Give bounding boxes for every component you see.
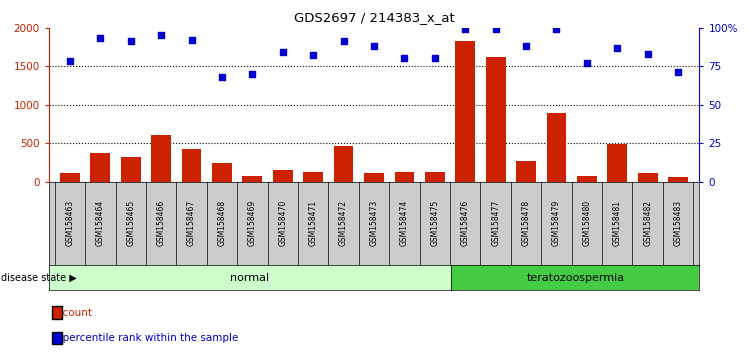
Point	[307, 52, 319, 58]
Text: normal: normal	[230, 273, 269, 282]
Text: GSM158476: GSM158476	[461, 200, 470, 246]
Text: GSM158477: GSM158477	[491, 200, 500, 246]
Bar	[577, 176, 597, 182]
Bar	[456, 41, 475, 182]
Text: disease state ▶: disease state ▶	[1, 273, 77, 282]
Text: GSM158478: GSM158478	[521, 200, 530, 246]
Point	[459, 26, 471, 32]
Point	[672, 69, 684, 75]
Point	[551, 26, 562, 32]
Bar	[303, 172, 323, 182]
Bar	[242, 176, 263, 182]
Bar	[334, 146, 354, 182]
Text: GSM158463: GSM158463	[65, 200, 74, 246]
Text: count: count	[56, 308, 92, 318]
Text: GSM158481: GSM158481	[613, 200, 622, 246]
Point	[642, 51, 654, 57]
Point	[155, 33, 167, 38]
Text: GSM158474: GSM158474	[400, 200, 409, 246]
Bar	[516, 161, 536, 182]
Point	[337, 39, 349, 44]
Point	[490, 26, 502, 32]
Bar	[638, 173, 657, 182]
Bar	[91, 153, 110, 182]
Point	[246, 71, 258, 77]
Text: GSM158475: GSM158475	[430, 200, 439, 246]
Text: GSM158465: GSM158465	[126, 200, 135, 246]
Text: GSM158467: GSM158467	[187, 200, 196, 246]
Bar	[273, 170, 292, 182]
Point	[64, 59, 76, 64]
Bar	[485, 57, 506, 182]
Point	[399, 56, 411, 61]
Text: GDS2697 / 214383_x_at: GDS2697 / 214383_x_at	[294, 11, 454, 24]
Text: GSM158479: GSM158479	[552, 200, 561, 246]
Point	[216, 74, 228, 80]
Point	[368, 43, 380, 49]
Point	[611, 45, 623, 51]
Text: GSM158472: GSM158472	[339, 200, 348, 246]
Point	[429, 56, 441, 61]
Point	[520, 43, 532, 49]
Bar	[151, 135, 171, 182]
Point	[186, 37, 197, 43]
Text: percentile rank within the sample: percentile rank within the sample	[56, 333, 239, 343]
Text: GSM158466: GSM158466	[156, 200, 165, 246]
Bar	[212, 163, 232, 182]
Bar	[547, 113, 566, 182]
Text: GSM158470: GSM158470	[278, 200, 287, 246]
Bar	[182, 149, 201, 182]
Point	[277, 50, 289, 55]
Text: GSM158468: GSM158468	[218, 200, 227, 246]
Text: GSM158480: GSM158480	[583, 200, 592, 246]
Bar	[394, 172, 414, 182]
Text: GSM158482: GSM158482	[643, 200, 652, 246]
Text: GSM158483: GSM158483	[674, 200, 683, 246]
Point	[94, 35, 106, 41]
Bar	[607, 144, 627, 182]
Bar	[60, 173, 80, 182]
Text: GSM158471: GSM158471	[309, 200, 318, 246]
Bar	[425, 172, 445, 182]
Point	[581, 60, 593, 66]
Text: teratozoospermia: teratozoospermia	[527, 273, 625, 282]
Text: GSM158464: GSM158464	[96, 200, 105, 246]
Text: GSM158473: GSM158473	[370, 200, 378, 246]
Text: GSM158469: GSM158469	[248, 200, 257, 246]
Bar	[121, 157, 141, 182]
Bar	[364, 173, 384, 182]
Bar	[668, 177, 688, 182]
Point	[125, 39, 137, 44]
